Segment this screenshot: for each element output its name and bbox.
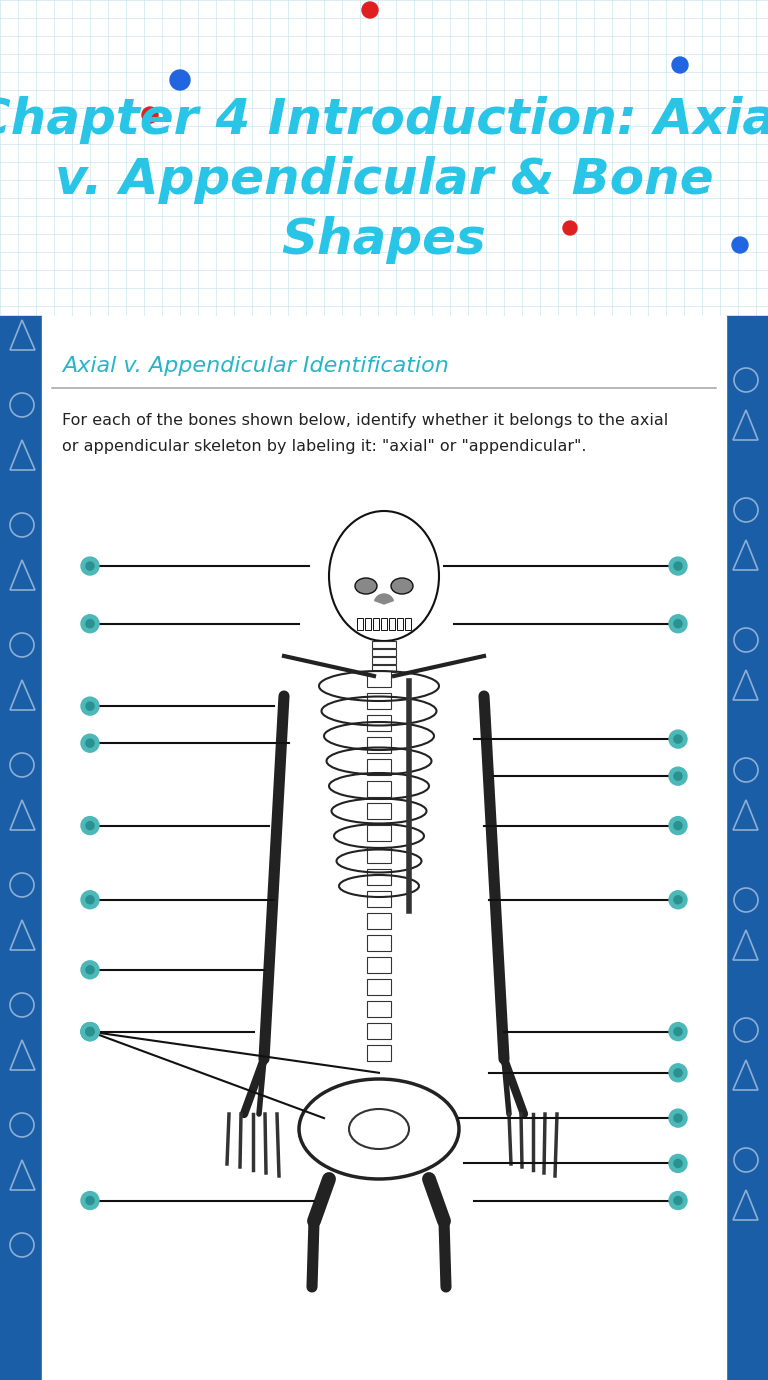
Circle shape	[674, 1159, 682, 1167]
Text: v. Appendicular & Bone: v. Appendicular & Bone	[55, 156, 713, 204]
Circle shape	[674, 736, 682, 742]
Circle shape	[674, 773, 682, 780]
Text: Shapes: Shapes	[282, 217, 486, 264]
Bar	[367, 956, 391, 973]
Bar	[372, 657, 396, 664]
Circle shape	[669, 817, 687, 835]
Circle shape	[669, 730, 687, 748]
Bar	[373, 618, 379, 631]
Circle shape	[86, 620, 94, 628]
Circle shape	[674, 1114, 682, 1122]
Circle shape	[669, 890, 687, 909]
Bar	[357, 618, 363, 631]
Circle shape	[362, 1, 378, 18]
Bar	[42, 316, 726, 1380]
Circle shape	[86, 966, 94, 974]
Circle shape	[81, 558, 99, 575]
Bar	[367, 1023, 391, 1039]
Bar	[367, 803, 391, 818]
Text: Axial v. Appendicular Identification: Axial v. Appendicular Identification	[62, 356, 449, 375]
Bar	[405, 618, 411, 631]
Circle shape	[563, 221, 577, 235]
Wedge shape	[375, 593, 393, 604]
Circle shape	[81, 734, 99, 752]
Circle shape	[674, 562, 682, 570]
Bar	[367, 781, 391, 798]
Ellipse shape	[329, 511, 439, 640]
Bar	[367, 759, 391, 776]
Circle shape	[81, 817, 99, 835]
Circle shape	[86, 740, 94, 747]
Circle shape	[732, 237, 748, 253]
Circle shape	[81, 697, 99, 715]
Circle shape	[674, 1068, 682, 1076]
Text: or appendicular skeleton by labeling it: "axial" or "appendicular".: or appendicular skeleton by labeling it:…	[62, 439, 587, 454]
Bar	[367, 1000, 391, 1017]
Bar	[381, 618, 387, 631]
Circle shape	[86, 1196, 94, 1205]
Circle shape	[81, 1023, 99, 1041]
Circle shape	[674, 1196, 682, 1205]
Circle shape	[81, 614, 99, 632]
Circle shape	[669, 614, 687, 632]
Circle shape	[674, 620, 682, 628]
Bar	[372, 649, 396, 655]
Bar	[52, 495, 716, 1321]
Circle shape	[81, 1023, 99, 1041]
Bar	[367, 847, 391, 862]
Circle shape	[86, 1028, 94, 1035]
Circle shape	[674, 896, 682, 904]
Ellipse shape	[355, 578, 377, 593]
Bar	[367, 891, 391, 907]
Circle shape	[86, 1028, 94, 1035]
Circle shape	[674, 821, 682, 829]
Bar	[367, 914, 391, 929]
Bar	[367, 671, 391, 687]
Circle shape	[81, 1023, 99, 1041]
Bar	[367, 936, 391, 951]
Circle shape	[669, 1110, 687, 1127]
Circle shape	[669, 1191, 687, 1209]
Bar	[367, 978, 391, 995]
Text: For each of the bones shown below, identify whether it belongs to the axial: For each of the bones shown below, ident…	[62, 414, 668, 429]
Bar	[365, 618, 371, 631]
Circle shape	[86, 562, 94, 570]
Circle shape	[669, 558, 687, 575]
Circle shape	[170, 70, 190, 90]
Text: Chapter 4 Introduction: Axial: Chapter 4 Introduction: Axial	[0, 97, 768, 144]
Bar	[372, 640, 396, 649]
Circle shape	[86, 821, 94, 829]
Bar	[367, 693, 391, 709]
Circle shape	[669, 1023, 687, 1041]
Bar	[367, 737, 391, 753]
Circle shape	[81, 890, 99, 909]
Circle shape	[674, 1028, 682, 1035]
Circle shape	[672, 57, 688, 73]
Bar	[367, 869, 391, 885]
Bar	[397, 618, 403, 631]
Bar	[367, 825, 391, 840]
Circle shape	[142, 108, 158, 123]
Bar	[367, 1045, 391, 1061]
Circle shape	[669, 767, 687, 785]
Bar	[0, 316, 42, 1380]
Circle shape	[86, 1028, 94, 1035]
Circle shape	[81, 960, 99, 978]
Bar	[372, 665, 396, 672]
Circle shape	[81, 1191, 99, 1209]
Circle shape	[669, 1064, 687, 1082]
Bar	[367, 715, 391, 731]
Circle shape	[86, 896, 94, 904]
Ellipse shape	[391, 578, 413, 593]
Circle shape	[86, 702, 94, 711]
Bar	[726, 316, 768, 1380]
Bar	[389, 618, 395, 631]
Circle shape	[669, 1155, 687, 1173]
Ellipse shape	[349, 1110, 409, 1150]
